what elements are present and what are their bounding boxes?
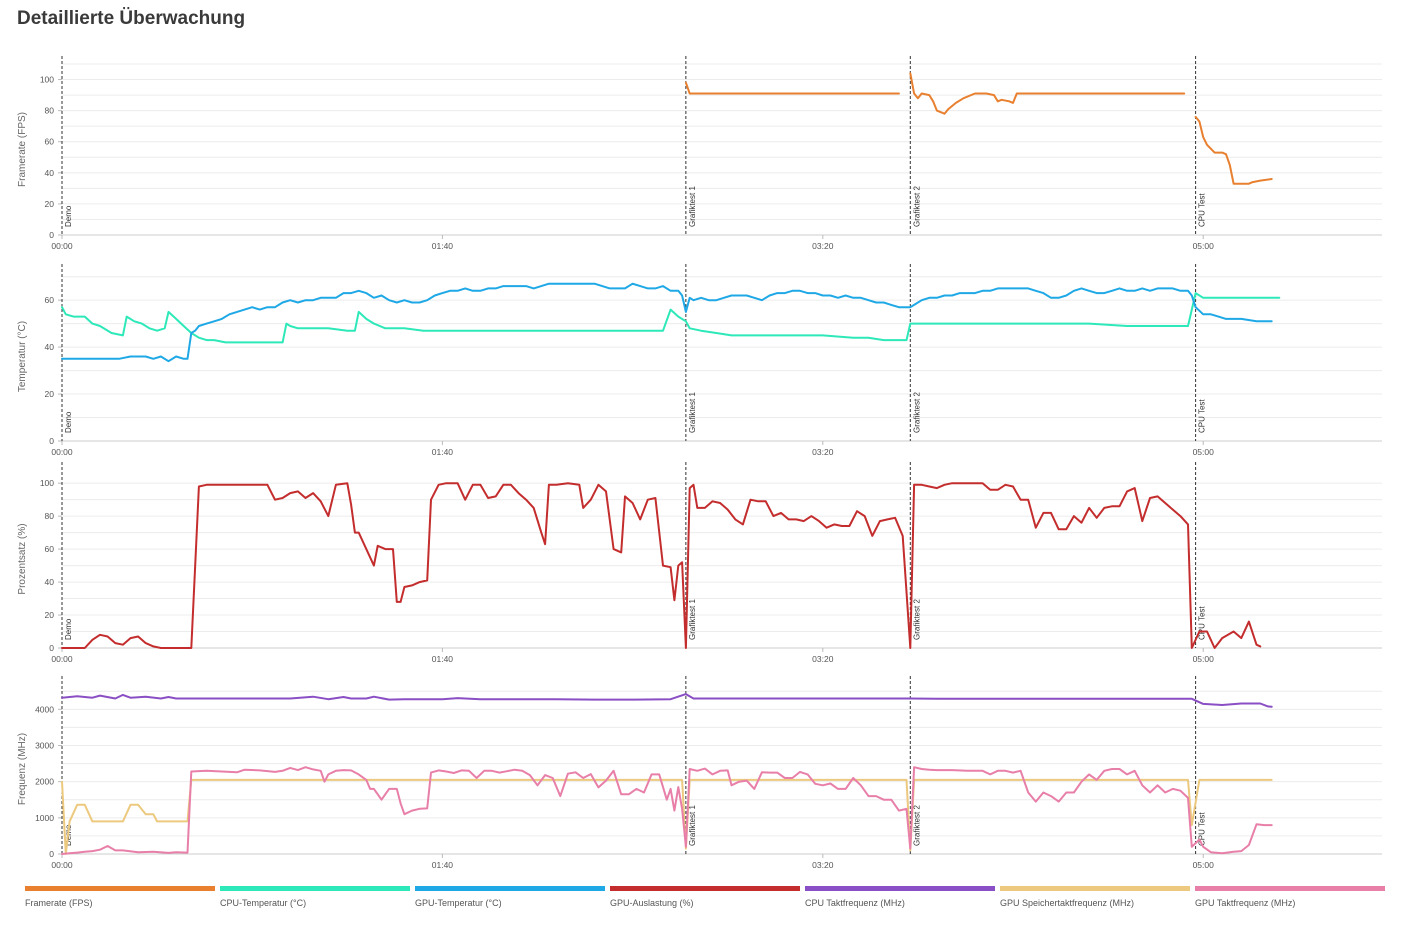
page-title: Detaillierte Überwachung	[17, 8, 246, 29]
y-axis-title: Framerate (FPS)	[17, 112, 28, 187]
y-tick-label: 20	[45, 199, 55, 209]
legend-item[interactable]: CPU Taktfrequenz (MHz)	[805, 886, 995, 916]
section-label: Demo	[64, 411, 73, 433]
x-tick-label: 05:00	[1193, 241, 1215, 251]
series-line	[1194, 115, 1273, 185]
y-tick-label: 40	[45, 577, 55, 587]
series-line	[61, 693, 1273, 708]
series-line	[61, 778, 1273, 855]
section-label: Demo	[64, 205, 73, 227]
x-tick-label: 03:20	[812, 241, 834, 251]
section-label: CPU Test	[1198, 193, 1207, 227]
monitoring-charts: 0 20 40 60 80 100 Framerate (FPS) 00:00 01:40 03:…	[17, 56, 1382, 870]
section-label: Grafiktest 2	[912, 805, 921, 846]
legend: Framerate (FPS) CPU-Temperatur (°C) GPU-Te…	[25, 886, 1395, 916]
legend-swatch	[220, 886, 410, 891]
section-label: CPU Test	[1198, 606, 1207, 640]
section-label: Grafiktest 1	[688, 599, 697, 640]
section-label: Grafiktest 1	[688, 392, 697, 433]
x-tick-label: 00:00	[51, 860, 73, 870]
legend-label: CPU Taktfrequenz (MHz)	[805, 898, 905, 908]
x-tick-label: 03:20	[812, 447, 834, 457]
legend-item[interactable]: GPU Speichertaktfrequenz (MHz)	[1000, 886, 1190, 916]
series-line	[61, 766, 1273, 855]
section-label: Demo	[64, 618, 73, 640]
section-label: CPU Test	[1198, 812, 1207, 846]
legend-swatch	[805, 886, 995, 891]
x-tick-label: 05:00	[1193, 654, 1215, 664]
y-tick-label: 1000	[35, 813, 54, 823]
series-line	[909, 72, 1186, 115]
y-tick-label: 80	[45, 511, 55, 521]
section-label: Grafiktest 1	[688, 805, 697, 846]
section-label: Grafiktest 1	[688, 186, 697, 227]
series-line	[61, 282, 1273, 363]
legend-item[interactable]: GPU Taktfrequenz (MHz)	[1195, 886, 1385, 916]
legend-item[interactable]: Framerate (FPS)	[25, 886, 215, 916]
series-line	[61, 482, 1262, 649]
y-tick-label: 20	[45, 389, 55, 399]
x-tick-label: 01:40	[432, 447, 454, 457]
section-label: CPU Test	[1198, 399, 1207, 433]
x-tick-label: 05:00	[1193, 860, 1215, 870]
y-tick-label: 20	[45, 610, 55, 620]
y-tick-label: 0	[49, 230, 54, 240]
y-tick-label: 100	[40, 75, 54, 85]
y-tick-label: 4000	[35, 704, 54, 714]
y-tick-label: 2000	[35, 777, 54, 787]
y-tick-label: 0	[49, 643, 54, 653]
section-label: Grafiktest 2	[912, 186, 921, 227]
y-tick-label: 60	[45, 295, 55, 305]
y-tick-label: 100	[40, 478, 54, 488]
x-tick-label: 03:20	[812, 654, 834, 664]
series-line	[684, 81, 900, 95]
y-tick-label: 3000	[35, 740, 54, 750]
legend-label: GPU-Temperatur (°C)	[415, 898, 502, 908]
y-tick-label: 60	[45, 544, 55, 554]
x-tick-label: 00:00	[51, 241, 73, 251]
section-label: Grafiktest 2	[912, 599, 921, 640]
x-tick-label: 01:40	[432, 860, 454, 870]
y-tick-label: 0	[49, 436, 54, 446]
x-tick-label: 03:20	[812, 860, 834, 870]
legend-label: GPU Taktfrequenz (MHz)	[1195, 898, 1296, 908]
x-tick-label: 01:40	[432, 654, 454, 664]
x-tick-label: 00:00	[51, 447, 73, 457]
legend-swatch	[1195, 886, 1385, 891]
y-axis-title: Prozentsatz (%)	[17, 523, 28, 594]
legend-label: GPU Speichertaktfrequenz (MHz)	[1000, 898, 1135, 908]
x-tick-label: 05:00	[1193, 447, 1215, 457]
y-axis-title: Frequenz (MHz)	[17, 733, 28, 805]
y-tick-label: 0	[49, 849, 54, 859]
x-tick-label: 01:40	[432, 241, 454, 251]
y-tick-label: 40	[45, 168, 55, 178]
y-tick-label: 40	[45, 342, 55, 352]
y-axis-title: Temperatur (°C)	[17, 321, 28, 392]
legend-label: Framerate (FPS)	[25, 898, 93, 908]
y-tick-label: 60	[45, 137, 55, 147]
legend-swatch	[25, 886, 215, 891]
legend-label: GPU-Auslastung (%)	[610, 898, 694, 908]
series-line	[61, 292, 1281, 344]
legend-swatch	[1000, 886, 1190, 891]
legend-item[interactable]: GPU-Auslastung (%)	[610, 886, 800, 916]
section-label: Grafiktest 2	[912, 392, 921, 433]
legend-swatch	[610, 886, 800, 891]
legend-item[interactable]: CPU-Temperatur (°C)	[220, 886, 410, 916]
legend-item[interactable]: GPU-Temperatur (°C)	[415, 886, 605, 916]
legend-swatch	[415, 886, 605, 891]
legend-label: CPU-Temperatur (°C)	[220, 898, 307, 908]
y-tick-label: 80	[45, 106, 55, 116]
x-tick-label: 00:00	[51, 654, 73, 664]
